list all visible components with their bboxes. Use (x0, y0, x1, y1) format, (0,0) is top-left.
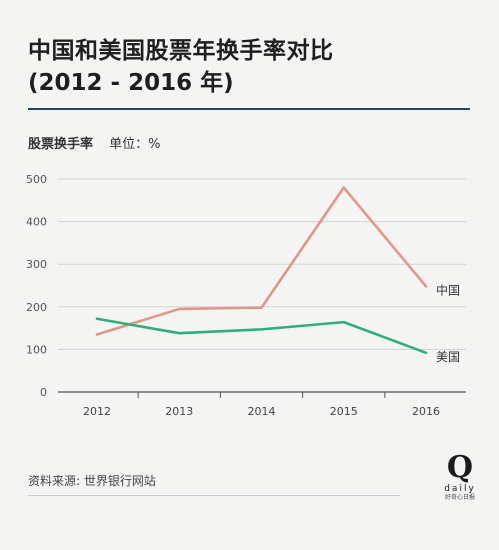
chart-subtitle: (2012 - 2016 年) (28, 70, 234, 96)
y-tick-label: 500 (26, 173, 47, 186)
y-tick-label: 400 (26, 216, 47, 229)
series-lines (95, 186, 428, 355)
y-tick-label: 0 (40, 386, 47, 399)
grid-lines (58, 178, 466, 350)
chart-title: 中国和美国股票年换手率对比 (28, 38, 334, 64)
x-tick-label: 2015 (330, 405, 358, 418)
x-tick-label: 2013 (165, 405, 193, 418)
brand-logo: Q daily 好奇心日报 (434, 452, 486, 502)
y-tick-label: 200 (26, 301, 47, 314)
series-label: 美国 (436, 350, 460, 364)
header-divider (28, 108, 470, 110)
logo-mark: Q (446, 450, 474, 485)
footer-divider (28, 495, 400, 496)
series-line (95, 186, 428, 336)
series-line (95, 317, 428, 355)
y-axis-ticks: 0 100 200 300 400 500 (26, 173, 47, 399)
x-tick-label: 2014 (248, 405, 276, 418)
line-chart: 0 100 200 300 400 500 2012 2013 2014 2015 2016 中国… (26, 173, 466, 418)
series-label: 中国 (436, 282, 460, 297)
y-axis-unit-label: 单位：% (109, 137, 161, 152)
source-note: 资料来源: 世界银行网站 (28, 474, 156, 488)
logo-brand-cn: 好奇心日报 (444, 494, 475, 501)
y-axis-metric-label: 股票换手率 (28, 137, 94, 152)
axis-caption: 股票换手率 单位：% (28, 133, 161, 152)
x-axis: 2012 2013 2014 2015 2016 (58, 391, 466, 418)
x-tick-label: 2012 (83, 405, 111, 418)
logo-brand: daily (444, 484, 476, 494)
y-tick-label: 300 (26, 258, 47, 271)
y-tick-label: 100 (26, 343, 47, 356)
x-tick-label: 2016 (412, 405, 440, 418)
